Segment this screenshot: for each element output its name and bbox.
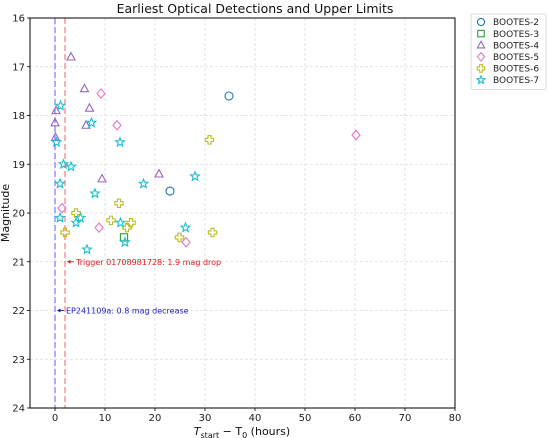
data-point <box>70 216 82 228</box>
data-point <box>96 88 106 100</box>
x-tick-label: 30 <box>199 413 212 424</box>
data-point <box>189 170 201 182</box>
data-point <box>54 211 66 223</box>
x-axis-label: Tstart − T0 (hours) <box>194 425 290 438</box>
legend-entry: BOOTES-4 <box>493 41 539 51</box>
series-bootes-6 <box>60 135 218 243</box>
data-point <box>57 158 70 170</box>
data-point <box>165 186 175 196</box>
x-tick-label: 70 <box>399 413 412 424</box>
annotation-arrowhead <box>67 259 71 264</box>
data-point <box>94 222 104 234</box>
y-tick-label: 17 <box>12 62 25 73</box>
data-point <box>137 177 150 189</box>
x-tick-label: 50 <box>299 413 312 424</box>
y-tick-label: 24 <box>12 404 25 415</box>
y-axis-label: Magnitude <box>0 184 12 243</box>
data-point <box>57 202 67 214</box>
data-point <box>179 221 192 233</box>
data-point <box>224 91 234 101</box>
data-point <box>351 129 361 141</box>
data-point <box>154 168 164 178</box>
data-point <box>79 83 90 93</box>
annotation-label: Trigger 01708981728: 1.9 mag drop <box>75 258 221 267</box>
x-tick-label: 60 <box>349 413 362 424</box>
data-point <box>112 119 122 131</box>
series-bootes-7 <box>50 99 201 255</box>
legend-marker <box>476 64 486 73</box>
y-tick-label: 20 <box>12 209 25 220</box>
series-bootes-5 <box>57 88 361 248</box>
legend-marker <box>476 40 486 49</box>
legend-marker <box>477 29 485 38</box>
data-point <box>81 243 93 255</box>
data-point <box>174 232 185 243</box>
data-point <box>85 116 98 128</box>
chart-title: Earliest Optical Detections and Upper Li… <box>117 1 394 16</box>
y-tick-label: 21 <box>12 257 25 268</box>
legend-entry: BOOTES-6 <box>493 65 539 75</box>
legend-marker <box>475 74 487 85</box>
x-axis-label-sub2: 0 <box>242 431 247 438</box>
data-point <box>114 216 127 228</box>
data-point <box>74 211 87 223</box>
data-point <box>50 136 63 148</box>
annotations: Trigger 01708981728: 1.9 mag drop EP24110… <box>57 258 221 316</box>
data-point <box>54 177 66 189</box>
data-point <box>89 187 101 199</box>
data-point <box>65 160 77 172</box>
y-tick-label: 19 <box>12 160 25 171</box>
data-point <box>54 99 67 111</box>
annotation-label: EP241109a: 0.8 mag decrease <box>66 307 189 316</box>
legend-entry: BOOTES-5 <box>493 53 539 63</box>
y-tick-label: 16 <box>12 14 25 25</box>
data-point <box>126 218 136 228</box>
annotation-arrowhead <box>57 308 61 313</box>
x-axis-label-main: T <box>194 425 202 438</box>
data-point <box>60 227 70 238</box>
x-axis-label-sub1: start <box>201 431 220 438</box>
y-tick-label: 23 <box>12 355 25 366</box>
reference-lines <box>54 18 66 408</box>
data-point <box>207 227 218 238</box>
data-point <box>114 198 124 208</box>
y-axis-ticks: 16 17 18 19 20 21 22 23 24 <box>12 14 30 415</box>
legend-marker <box>476 17 486 27</box>
x-tick-label: 0 <box>52 413 58 424</box>
data-points <box>50 51 361 255</box>
data-point <box>204 135 215 145</box>
x-tick-label: 80 <box>449 413 462 424</box>
data-point <box>114 136 126 148</box>
data-point <box>106 215 116 226</box>
legend-entry: BOOTES-7 <box>493 76 539 86</box>
legend-entry: BOOTES-2 <box>493 18 539 28</box>
legend-frame <box>470 13 547 90</box>
data-point <box>84 102 95 112</box>
grid <box>30 17 456 409</box>
y-tick-label: 22 <box>12 306 25 317</box>
legend-marker <box>476 51 486 62</box>
x-tick-label: 20 <box>149 413 162 424</box>
data-point <box>66 51 76 61</box>
x-axis-ticks: 0 10 20 30 40 50 60 70 80 <box>52 408 462 424</box>
x-axis-label-tail: (hours) <box>247 425 290 438</box>
y-tick-label: 18 <box>12 111 25 122</box>
data-point <box>97 173 107 183</box>
legend-entry: BOOTES-3 <box>493 30 539 40</box>
data-point <box>81 119 91 129</box>
series-bootes-2 <box>165 91 234 196</box>
data-point <box>181 236 191 248</box>
data-point <box>119 236 131 248</box>
x-axis-label-mid: − T <box>219 425 242 438</box>
x-tick-label: 10 <box>99 413 112 424</box>
data-point <box>50 117 60 127</box>
x-tick-label: 40 <box>249 413 262 424</box>
